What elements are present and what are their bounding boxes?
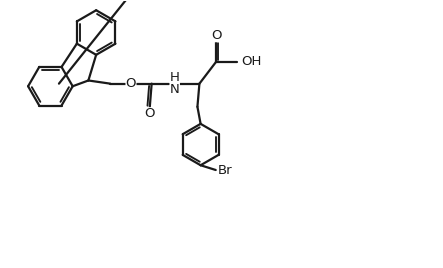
- Text: Br: Br: [218, 163, 232, 177]
- Text: OH: OH: [241, 55, 262, 68]
- Text: O: O: [126, 77, 136, 90]
- Text: H
N: H N: [170, 71, 180, 96]
- Text: O: O: [211, 29, 222, 42]
- Text: O: O: [144, 107, 155, 120]
